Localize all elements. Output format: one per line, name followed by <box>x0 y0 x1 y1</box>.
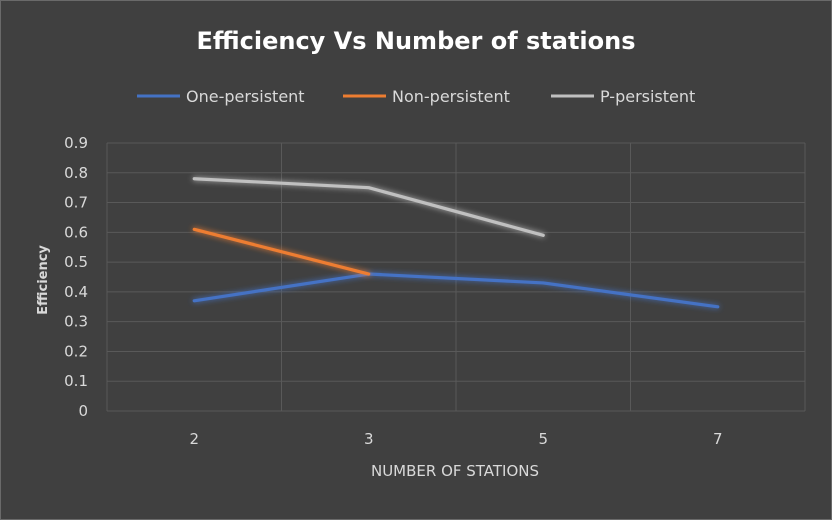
y-tick-label: 0.1 <box>64 372 88 390</box>
legend-label: One-persistent <box>186 87 305 106</box>
y-tick-label: 0.5 <box>64 253 88 271</box>
series-line-p-persistent <box>192 177 545 237</box>
legend-label: Non-persistent <box>392 87 510 106</box>
y-tick-label: 0.8 <box>64 164 88 182</box>
chart-grid <box>106 142 806 412</box>
x-tick-label: 5 <box>538 430 548 448</box>
y-tick-label: 0.9 <box>64 134 88 152</box>
x-axis-title: NUMBER OF STATIONS <box>371 462 539 480</box>
y-tick-label: 0.7 <box>64 194 88 212</box>
legend-item: One-persistent <box>137 87 305 106</box>
legend-item: Non-persistent <box>343 87 510 106</box>
y-tick-label: 0.6 <box>64 223 88 241</box>
y-tick-label: 0.3 <box>64 313 88 331</box>
chart-title: Efficiency Vs Number of stations <box>196 27 635 55</box>
y-tick-label: 0.2 <box>64 342 88 360</box>
y-axis-title: Efficiency <box>36 245 51 315</box>
legend-item: P-persistent <box>551 87 695 106</box>
series-line-non-persistent <box>192 227 371 276</box>
y-tick-label: 0.4 <box>64 283 88 301</box>
legend-label: P-persistent <box>600 87 695 106</box>
y-tick-label: 0 <box>78 402 88 420</box>
series-line-one-persistent <box>192 272 720 309</box>
chart-legend: One-persistent Non-persistent P-persistent <box>137 87 695 106</box>
x-tick-label: 7 <box>713 430 723 448</box>
x-tick-label: 2 <box>189 430 199 448</box>
x-axis-ticks: 2 3 5 7 <box>189 430 722 448</box>
y-axis-ticks: 0 0.1 0.2 0.3 0.4 0.5 0.6 0.7 0.8 0.9 <box>64 134 88 420</box>
x-tick-label: 3 <box>364 430 374 448</box>
series-lines <box>192 177 720 309</box>
